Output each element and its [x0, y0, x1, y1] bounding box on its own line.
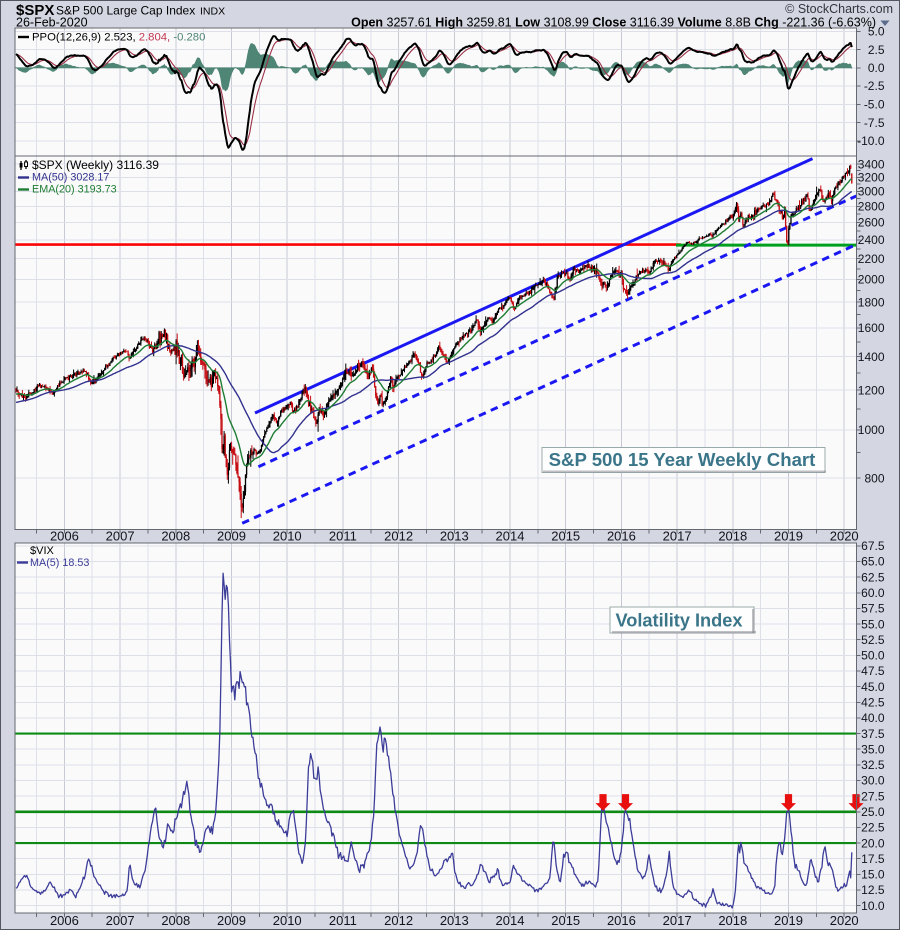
svg-text:2800: 2800	[858, 200, 885, 214]
svg-text:2017: 2017	[663, 913, 692, 928]
svg-text:$VIX: $VIX	[30, 545, 55, 557]
svg-text:2015: 2015	[551, 913, 580, 928]
svg-text:$SPX: $SPX	[16, 2, 54, 19]
svg-text:2019: 2019	[774, 913, 803, 928]
svg-text:22.5: 22.5	[861, 821, 885, 835]
svg-text:-5.0: -5.0	[864, 98, 885, 112]
svg-text:35.0: 35.0	[861, 742, 885, 756]
svg-text:55.0: 55.0	[861, 617, 885, 631]
svg-text:65.0: 65.0	[861, 555, 885, 569]
svg-text:12.5: 12.5	[861, 883, 885, 897]
svg-text:2011: 2011	[329, 529, 357, 544]
svg-text:25.0: 25.0	[861, 805, 885, 819]
svg-text:2013: 2013	[440, 529, 469, 544]
svg-text:0.0: 0.0	[868, 61, 885, 75]
svg-text:47.5: 47.5	[861, 664, 885, 678]
svg-text:2018: 2018	[718, 913, 747, 928]
svg-text:30.0: 30.0	[861, 774, 885, 788]
svg-text:2017: 2017	[663, 529, 692, 544]
svg-text:27.5: 27.5	[861, 789, 885, 803]
svg-text:2400: 2400	[858, 233, 885, 247]
svg-text:PPO(12,26,9) 2.523, 2.804, -0.: PPO(12,26,9) 2.523, 2.804, -0.280	[32, 32, 205, 44]
svg-text:1200: 1200	[858, 383, 885, 397]
svg-text:32.5: 32.5	[861, 758, 885, 772]
svg-text:1000: 1000	[858, 423, 885, 437]
svg-text:45.0: 45.0	[861, 680, 885, 694]
svg-text:2020: 2020	[830, 529, 859, 544]
svg-text:MA(50) 3028.17: MA(50) 3028.17	[32, 172, 109, 184]
svg-text:26-Feb-2020: 26-Feb-2020	[16, 16, 88, 30]
svg-text:-10.0: -10.0	[857, 134, 885, 148]
svg-text:17.5: 17.5	[861, 852, 885, 866]
svg-text:60.0: 60.0	[861, 586, 885, 600]
svg-text:67.5: 67.5	[861, 539, 885, 553]
svg-text:2016: 2016	[607, 529, 636, 544]
svg-text:2014: 2014	[496, 529, 525, 544]
svg-text:2019: 2019	[774, 529, 803, 544]
svg-text:MA(5) 18.53: MA(5) 18.53	[30, 557, 89, 569]
svg-text:15.0: 15.0	[861, 868, 885, 882]
svg-text:57.5: 57.5	[861, 602, 885, 616]
svg-text:20.0: 20.0	[861, 836, 885, 850]
svg-text:2012: 2012	[384, 913, 413, 928]
svg-text:2600: 2600	[858, 216, 885, 230]
svg-text:© StockCharts.com: © StockCharts.com	[785, 2, 893, 16]
svg-text:2008: 2008	[161, 913, 190, 928]
svg-text:62.5: 62.5	[861, 570, 885, 584]
svg-text:2013: 2013	[440, 913, 469, 928]
svg-text:3200: 3200	[858, 171, 885, 185]
svg-text:2008: 2008	[161, 529, 190, 544]
svg-text:2200: 2200	[858, 252, 885, 266]
svg-text:2009: 2009	[217, 529, 246, 544]
svg-text:800: 800	[864, 471, 884, 485]
svg-text:2020: 2020	[830, 913, 859, 928]
svg-text:$SPX (Weekly) 3116.39: $SPX (Weekly) 3116.39	[32, 158, 159, 172]
svg-text:3000: 3000	[858, 185, 885, 199]
svg-text:2006: 2006	[50, 913, 79, 928]
svg-text:2011: 2011	[329, 913, 357, 928]
svg-text:2015: 2015	[551, 529, 580, 544]
svg-text:1800: 1800	[858, 295, 885, 309]
svg-text:3400: 3400	[858, 157, 885, 171]
svg-text:2007: 2007	[106, 529, 135, 544]
svg-text:S&P 500 15 Year Weekly Chart: S&P 500 15 Year Weekly Chart	[549, 449, 816, 470]
svg-text:EMA(20) 3193.73: EMA(20) 3193.73	[32, 184, 117, 196]
svg-text:2012: 2012	[384, 529, 413, 544]
svg-text:-2.5: -2.5	[864, 79, 885, 93]
svg-text:1600: 1600	[858, 321, 885, 335]
svg-text:2007: 2007	[106, 913, 135, 928]
svg-text:2018: 2018	[718, 529, 747, 544]
svg-text:2010: 2010	[273, 529, 302, 544]
svg-text:2014: 2014	[496, 913, 525, 928]
svg-text:Open 3257.61 High 3259.81 Low: Open 3257.61 High 3259.81 Low 3108.99 Cl…	[351, 16, 876, 30]
svg-text:2006: 2006	[50, 529, 79, 544]
svg-text:50.0: 50.0	[861, 649, 885, 663]
svg-text:5.0: 5.0	[868, 25, 885, 39]
svg-text:Volatility Index: Volatility Index	[615, 611, 742, 631]
svg-text:1400: 1400	[858, 350, 885, 364]
svg-text:S&P 500 Large Cap Index: S&P 500 Large Cap Index	[56, 4, 195, 18]
svg-text:42.5: 42.5	[861, 696, 885, 710]
svg-text:40.0: 40.0	[861, 711, 885, 725]
svg-text:2016: 2016	[607, 913, 636, 928]
svg-text:2000: 2000	[858, 273, 885, 287]
svg-text:52.5: 52.5	[861, 633, 885, 647]
svg-text:2009: 2009	[217, 913, 246, 928]
svg-text:37.5: 37.5	[861, 727, 885, 741]
svg-text:2010: 2010	[273, 913, 302, 928]
svg-text:2.5: 2.5	[868, 43, 885, 57]
svg-text:-7.5: -7.5	[864, 116, 885, 130]
svg-text:10.0: 10.0	[861, 899, 885, 913]
svg-text:INDX: INDX	[200, 6, 225, 18]
